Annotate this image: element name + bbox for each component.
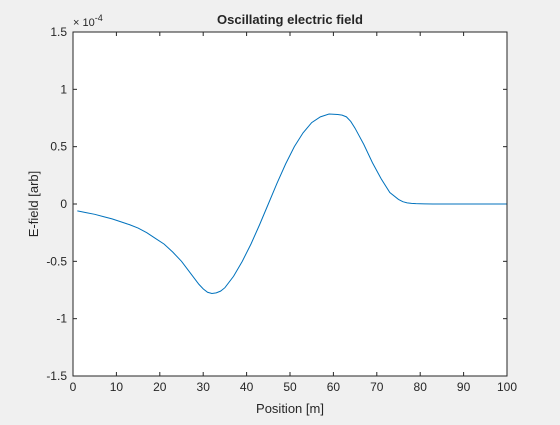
series-line [77,113,507,294]
y-tick-label: 0.5 [50,140,67,154]
exponent-power: -4 [95,13,103,23]
x-tick-label: 80 [414,380,428,394]
y-tick-label: -1 [56,312,67,326]
x-tick-label: 20 [153,380,167,394]
y-tick-label: 0 [60,197,67,211]
y-tick-label: -0.5 [46,254,67,268]
x-tick-label: 10 [110,380,124,394]
x-axis-label: Position [m] [256,401,324,416]
y-tick-label: 1.5 [50,25,67,39]
x-tick-label: 90 [457,380,471,394]
x-tick-label: 70 [370,380,384,394]
x-tick-label: 60 [327,380,341,394]
x-tick-label: 30 [197,380,211,394]
axis-ticks: 0 10 20 30 40 50 60 70 80 90 100 -1.5 -1 -0.5 0 0.5 1 1.5 [46,25,517,394]
x-tick-label: 40 [240,380,254,394]
exponent-base: × 10 [73,17,95,29]
axes-box [72,31,508,377]
x-tick-label: 50 [283,380,297,394]
chart-title: Oscillating electric field [217,12,363,27]
exponent-label: × 10-4 [73,13,103,29]
y-tick-label: -1.5 [46,369,67,383]
x-tick-label: 100 [497,380,517,394]
y-axis-label: E-field [arb] [26,171,41,237]
x-tick-label: 0 [70,380,77,394]
y-tick-label: 1 [60,82,67,96]
